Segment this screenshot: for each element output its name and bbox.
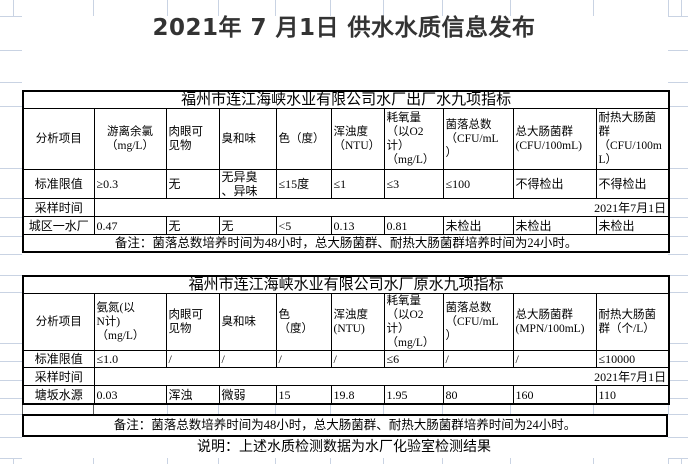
column-header: 臭和味	[218, 108, 277, 170]
column-header: 分析项目	[22, 293, 95, 351]
raw-water-table: 福州市连江海峡水业有限公司水厂原水九项指标 分析项目 氨氮(以 N计) （mg/…	[22, 275, 671, 405]
value-cell: 0.81	[383, 216, 444, 235]
limit-cell: ≥0.3	[93, 169, 167, 199]
value-cell: 浑浊	[165, 385, 220, 405]
column-header: 色 （度）	[275, 293, 332, 351]
footer-statement: 说明：上述水质检测数据为水厂化验室检测结果	[197, 440, 491, 455]
limit-cell: 无异臭 、异味	[218, 169, 277, 199]
page-title: 2021年 7 月1日 供水水质信息发布	[152, 15, 536, 41]
column-header: 氨氮(以 N计) （mg/L）	[93, 293, 167, 351]
limit-cell: /	[442, 350, 514, 368]
limit-cell: 不得检出	[512, 169, 597, 199]
column-header: 游离余氯 （mg/L）	[93, 108, 167, 170]
limit-cell: ≤1	[330, 169, 385, 199]
sampling-date: 2021年7月1日	[93, 367, 670, 386]
limit-cell: 无	[165, 169, 220, 199]
column-header: 肉眼可 见物	[165, 293, 220, 351]
value-cell: <5	[275, 216, 332, 235]
column-header: 菌落总数 （CFU/mL ）	[442, 108, 514, 170]
value-cell: 19.8	[330, 385, 385, 405]
value-cell: 0.47	[93, 216, 167, 235]
row-label: 塘坂水源	[22, 385, 95, 405]
value-cell: 80	[442, 385, 514, 405]
row-label: 采样时间	[22, 198, 95, 217]
value-cell: 160	[512, 385, 597, 405]
limit-cell: ≤3	[383, 169, 444, 199]
table-title: 福州市连江海峡水业有限公司水厂出厂水九项指标	[22, 90, 670, 109]
limit-cell: ≤6	[383, 350, 444, 368]
column-header: 臭和味	[218, 293, 277, 351]
limit-cell: /	[165, 350, 220, 368]
column-header: 耗氧量 （以O2计） （mg/L）	[383, 293, 444, 351]
column-header: 总大肠菌群 (CFU/100mL)	[512, 108, 597, 170]
limit-cell: ≤1.0	[93, 350, 167, 368]
value-cell: 无	[165, 216, 220, 235]
limit-cell: 不得检出	[595, 169, 670, 199]
outlet-water-table: 福州市连江海峡水业有限公司水厂出厂水九项指标 分析项目 游离余氯 （mg/L） …	[22, 90, 671, 253]
value-cell: 110	[595, 385, 670, 405]
row-label: 标准限值	[22, 169, 95, 199]
value-cell: 未检出	[595, 216, 670, 235]
column-header: 浑浊度 （NTU）	[330, 108, 385, 170]
column-header: 总大肠菌群 (MPN/100mL)	[512, 293, 597, 351]
table-title: 福州市连江海峡水业有限公司水厂原水九项指标	[22, 275, 670, 294]
value-cell: 未检出	[512, 216, 597, 235]
column-header: 耗氧量 （以O2计） （mg/L）	[383, 108, 444, 170]
limit-cell: /	[275, 350, 332, 368]
value-cell: 1.95	[383, 385, 444, 405]
table-remark: 备注：菌落总数培养时间为48小时，总大肠菌群、耐热大肠菌群培养时间为24小时。	[22, 234, 670, 253]
value-cell: 未检出	[442, 216, 514, 235]
value-cell: 无	[218, 216, 277, 235]
row-label: 城区一水厂	[22, 216, 95, 235]
limit-cell: ≤15度	[275, 169, 332, 199]
sampling-date: 2021年7月1日	[93, 198, 670, 217]
value-cell: 0.03	[93, 385, 167, 405]
column-header: 菌落总数 （CFU/mL ）	[442, 293, 514, 351]
limit-cell: /	[512, 350, 597, 368]
raw-water-remark-box: 备注：菌落总数培养时间为48小时，总大肠菌群、耐热大肠菌群培养时间为24小时。	[22, 414, 668, 437]
limit-cell: /	[330, 350, 385, 368]
column-header: 分析项目	[22, 108, 95, 170]
limit-cell: ≤10000	[595, 350, 670, 368]
column-header: 浑浊度 (NTU)	[330, 293, 385, 351]
column-header: 色（度）	[275, 108, 332, 170]
column-header: 耐热大肠菌 群 （CFU/100m L）	[595, 108, 670, 170]
row-label: 采样时间	[22, 367, 95, 386]
limit-cell: /	[218, 350, 277, 368]
value-cell: 微弱	[218, 385, 277, 405]
column-header: 耐热大肠菌 群（个/L）	[595, 293, 670, 351]
column-header: 肉眼可 见物	[165, 108, 220, 170]
limit-cell: ≤100	[442, 169, 514, 199]
value-cell: 0.13	[330, 216, 385, 235]
value-cell: 15	[275, 385, 332, 405]
row-label: 标准限值	[22, 350, 95, 368]
